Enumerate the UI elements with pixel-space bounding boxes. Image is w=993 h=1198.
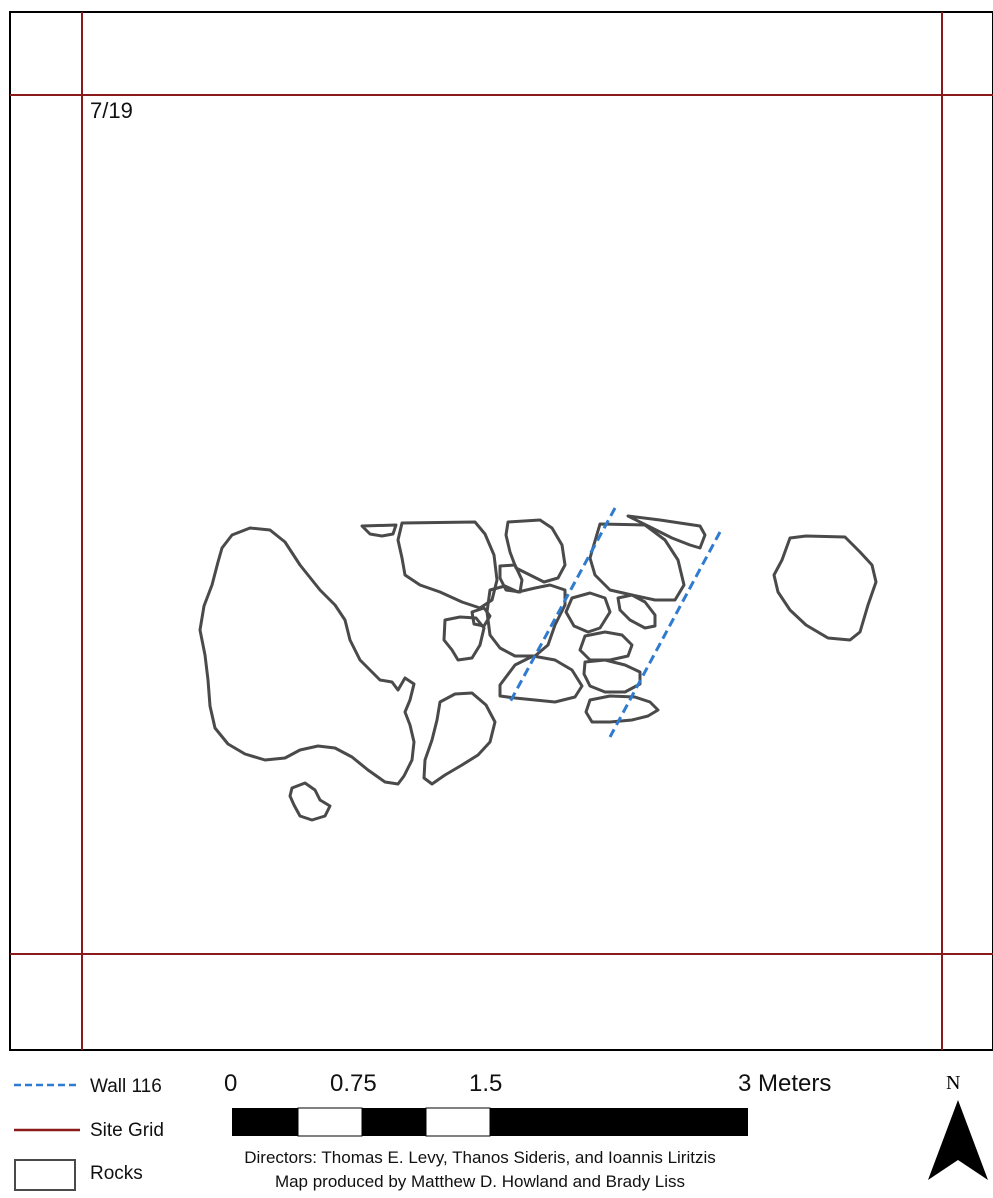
credits-directors: Directors: Thomas E. Levy, Thanos Sideri…: [244, 1148, 716, 1167]
scale-bar: [232, 1107, 748, 1137]
wall-116: [508, 507, 722, 738]
rock-north-mid: [504, 518, 567, 584]
north-label: N: [946, 1072, 961, 1094]
wall-116-line-east: [608, 531, 722, 738]
rock-southwest-small: [288, 781, 332, 822]
scale-bar-segment-1: [232, 1108, 298, 1136]
scale-tick-0: 0: [224, 1070, 238, 1097]
scale-bar-segment-5: [490, 1108, 748, 1136]
legend-label-rocks: Rocks: [90, 1163, 143, 1184]
north-arrow-icon: [928, 1100, 988, 1180]
legend-symbols: [14, 1083, 80, 1191]
scale-bar-segment-4: [425, 1107, 491, 1137]
rock-mid-small-3: [578, 630, 634, 662]
map-frame: [9, 11, 993, 1051]
rock-east-block: [588, 522, 686, 602]
wall-116-line-west: [508, 507, 617, 703]
legend-label-wall: Wall 116: [90, 1076, 162, 1097]
rock-south-long: [422, 691, 497, 786]
rock-mid-small-2: [616, 593, 657, 630]
credits-map-producers: Map produced by Matthew D. Howland and B…: [274, 1172, 686, 1191]
rock-tiny-link: [470, 606, 492, 628]
scale-tick-0-75: 0.75: [330, 1070, 377, 1097]
scale-tick-3-meters: 3 Meters: [738, 1070, 832, 1097]
rock-thin-sliver: [626, 514, 707, 550]
rock-large-west: [198, 526, 416, 786]
scale-tick-1-5: 1.5: [469, 1070, 503, 1097]
legend-label-site-grid: Site Grid: [90, 1120, 164, 1141]
rock-small-west-center: [442, 615, 486, 662]
grid-square-label: 7/19: [90, 98, 133, 123]
rock-center: [485, 583, 567, 658]
rock-north-block: [396, 520, 499, 610]
scale-bar-segment-2: [297, 1107, 363, 1137]
rock-wall-south: [584, 694, 660, 724]
site-grid: [10, 12, 993, 1050]
rock-far-east: [772, 534, 878, 642]
legend-rocks-symbol: [14, 1159, 76, 1191]
scale-bar-segment-3: [362, 1108, 426, 1136]
rock-mid-small-4: [582, 658, 642, 694]
rock-small-top: [360, 523, 398, 538]
rock-mid-small-1: [564, 591, 612, 634]
rocks: [198, 514, 878, 822]
